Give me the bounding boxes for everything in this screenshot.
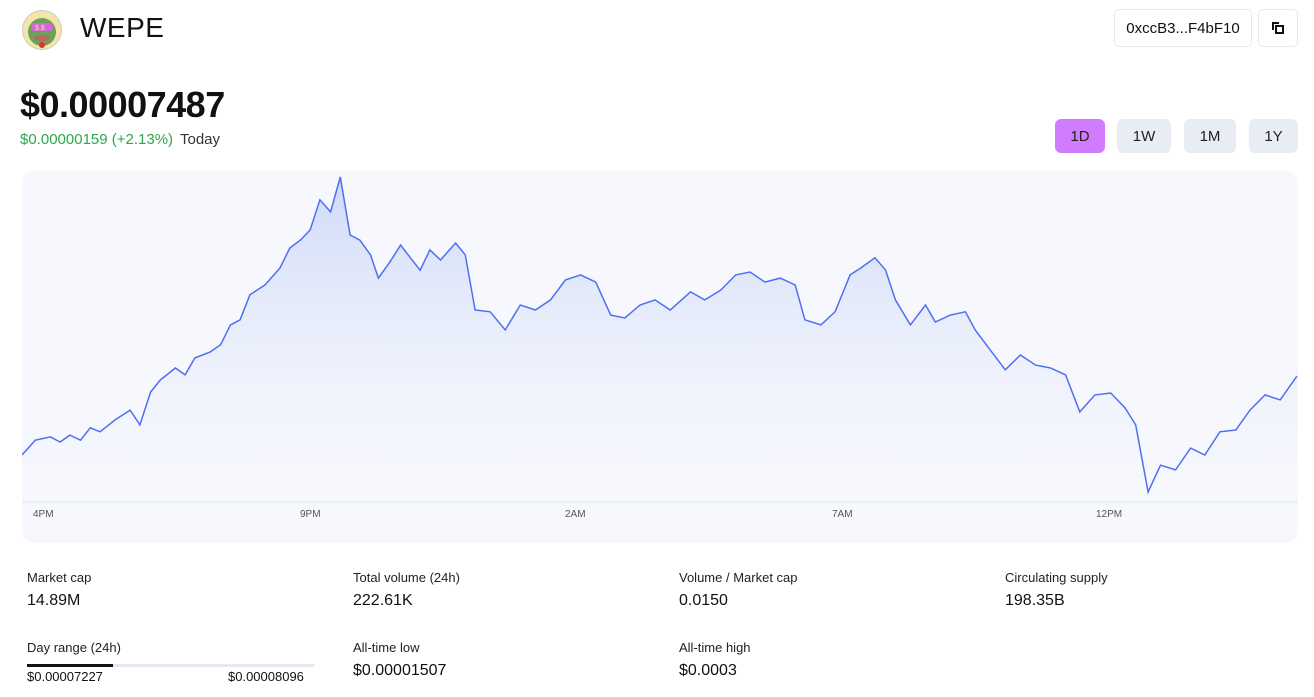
contract-address-button[interactable]: 0xccB3...F4bF10 bbox=[1114, 9, 1252, 47]
copy-address-button[interactable] bbox=[1258, 9, 1298, 47]
price-chart-svg bbox=[22, 176, 1298, 503]
x-tick-label: 7AM bbox=[832, 509, 853, 520]
all-time-high-value: $0.0003 bbox=[679, 662, 737, 679]
volume-label: Total volume (24h) bbox=[353, 570, 460, 585]
x-tick-label: 12PM bbox=[1096, 509, 1123, 520]
day-range-fill bbox=[27, 664, 114, 667]
pepe-frog-logo: $ $ bbox=[22, 10, 62, 50]
token-name: WEPE bbox=[80, 12, 165, 43]
x-tick-label: 9PM bbox=[300, 509, 321, 520]
copy-icon bbox=[1272, 22, 1284, 34]
range-1w-button[interactable]: 1W bbox=[1117, 119, 1171, 153]
volume-value: 222.61K bbox=[353, 592, 413, 609]
x-tick-label: 4PM bbox=[33, 509, 54, 520]
market-cap-value: 14.89M bbox=[27, 592, 81, 609]
range-1m-button[interactable]: 1M bbox=[1184, 119, 1236, 153]
price-change: $0.00000159 (+2.13%) bbox=[20, 131, 174, 148]
price-line bbox=[22, 176, 1298, 495]
current-price: $0.00007487 bbox=[20, 84, 225, 125]
circulating-supply-value: 198.35B bbox=[1005, 592, 1065, 609]
all-time-low-label: All-time low bbox=[353, 640, 420, 655]
day-range-low: $0.00007227 bbox=[27, 669, 103, 684]
price-chart[interactable]: 4PM 9PM 2AM 7AM 12PM bbox=[22, 171, 1298, 543]
all-time-low-value: $0.00001507 bbox=[353, 662, 447, 679]
volume-mcap-value: 0.0150 bbox=[679, 592, 728, 609]
market-cap-label: Market cap bbox=[27, 570, 92, 585]
all-time-high-label: All-time high bbox=[679, 640, 751, 655]
volume-mcap-label: Volume / Market cap bbox=[679, 570, 798, 585]
change-period: Today bbox=[180, 131, 221, 148]
day-range-high: $0.00008096 bbox=[228, 669, 304, 684]
day-range-label: Day range (24h) bbox=[27, 640, 121, 655]
range-1d-button[interactable]: 1D bbox=[1055, 119, 1105, 153]
price-area bbox=[22, 177, 1298, 502]
circulating-supply-label: Circulating supply bbox=[1005, 570, 1108, 585]
day-range-bar bbox=[27, 664, 314, 667]
svg-text:$ $: $ $ bbox=[35, 25, 45, 32]
x-tick-label: 2AM bbox=[565, 509, 586, 520]
range-1y-button[interactable]: 1Y bbox=[1249, 119, 1298, 153]
